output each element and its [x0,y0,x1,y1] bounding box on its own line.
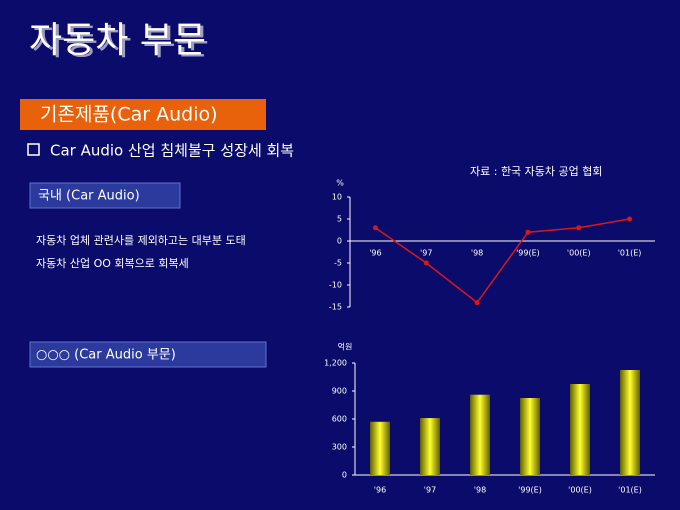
x-tick-label: '96 [369,249,381,258]
bar [620,370,640,475]
point [525,229,531,235]
x-tick-label: '01(E) [618,249,642,258]
text-line: 자동차 업체 관련사를 제외하고는 대부분 도태 [36,233,246,247]
title-shadow: 자동차 부문 [32,22,209,63]
y-tick-label: -5 [334,259,342,268]
x-tick-label: '97 [424,486,436,495]
bullet-icon [27,143,40,156]
x-tick-label: '98 [474,486,486,495]
y-tick-label: 1,200 [324,359,347,368]
point [423,260,429,266]
y-tick-label: -15 [329,303,342,312]
point [474,300,480,306]
box1: 국내 (Car Audio) [38,189,140,204]
x-tick-label: '01(E) [618,486,642,495]
banner-bg [20,99,266,130]
y-tick-label: 900 [332,387,347,396]
y-tick-label: 600 [332,415,347,424]
y-axis-label: % [336,179,344,188]
y-tick-label: 10 [332,193,342,202]
point [576,225,582,231]
banner: 기존제품(Car Audio) [40,104,218,126]
bar [370,421,390,475]
source: 자료 : 한국 자동차 공업 협회 [470,165,603,178]
x-tick-label: '97 [420,249,432,258]
point [372,225,378,231]
bar [420,418,440,475]
x-tick-label: '98 [471,249,483,258]
y-tick-label: -10 [329,281,342,290]
bar [570,384,590,475]
text-line: 자동차 산업 OO 회복으로 회복세 [36,257,189,270]
x-tick-label: '00(E) [568,486,592,495]
y-tick-label: 0 [342,471,347,480]
point [627,216,633,222]
slide-title: 자동차 부문 [29,20,206,61]
box1-bg [29,182,181,209]
bullet-text: Car Audio 산업 침체불구 성장세 회복 [50,142,294,160]
box2: ○○○ (Car Audio 부문) [36,348,176,363]
x-tick-label: '99(E) [516,249,540,258]
bar [470,394,490,475]
y-tick-label: 300 [332,443,347,452]
x-tick-label: '99(E) [518,486,542,495]
x-tick-label: '96 [374,486,386,495]
box2-bg [29,341,267,368]
x-tick-label: '00(E) [567,249,591,258]
y-tick-label: 5 [337,215,342,224]
line [374,218,630,304]
charts: % 10 5 0 -5 -10 -15 '96 '97 '98 '99(E) '00(E) '01(E)… [324,179,655,495]
y-axis-label: 억원 [338,342,353,352]
bar [520,398,540,475]
y-tick-label: 0 [337,237,342,246]
